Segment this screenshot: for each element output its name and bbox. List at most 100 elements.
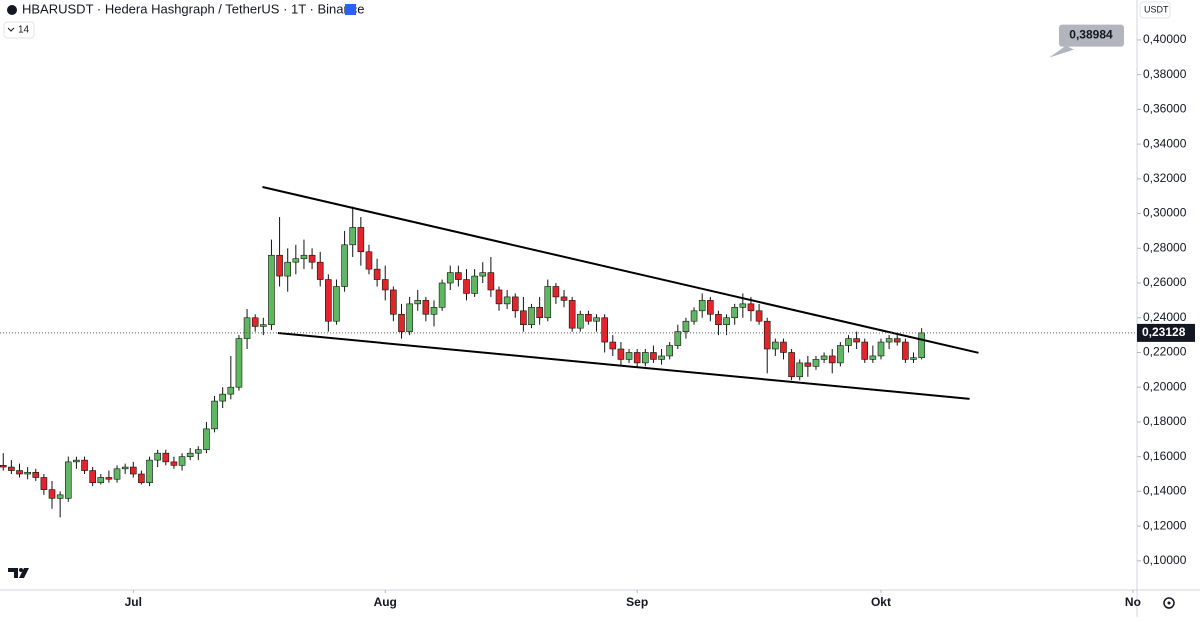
candle-body	[349, 227, 357, 246]
candle-body	[560, 296, 568, 301]
candle-body	[536, 307, 543, 319]
x-tick-label: Sep	[626, 595, 648, 609]
candle-body	[113, 468, 121, 480]
candle-body	[430, 307, 438, 315]
candle-body	[398, 313, 405, 332]
candle-body	[300, 254, 308, 260]
candle-body	[544, 286, 552, 319]
candle-body	[16, 470, 23, 475]
candle-body	[902, 341, 909, 360]
flag-icon	[345, 4, 356, 15]
candle-body	[56, 494, 64, 499]
candle-body	[796, 362, 804, 378]
candle-body	[203, 428, 210, 451]
candle-body	[170, 461, 178, 466]
candle-body	[32, 471, 40, 478]
candle-body	[520, 310, 527, 325]
candle-body	[325, 279, 332, 322]
candle-body	[755, 310, 763, 322]
y-tick-label: 0,10000	[1143, 553, 1187, 567]
candle-body	[747, 303, 755, 312]
candle-body	[666, 345, 673, 357]
candle-body	[585, 313, 592, 322]
candle-body	[438, 282, 446, 308]
candle-body	[390, 289, 397, 315]
candle-body	[804, 362, 812, 367]
candle-body	[731, 307, 739, 319]
candle-body	[235, 338, 243, 388]
candle-body	[81, 459, 88, 471]
candle-body	[698, 300, 706, 312]
candle-body	[869, 355, 877, 360]
candle-body	[885, 338, 893, 343]
candle-body	[642, 352, 649, 364]
candle-body	[365, 251, 373, 270]
candle-body	[763, 320, 771, 350]
chart-title: HBARUSDT · Hedera Hashgraph / TetherUS ·…	[22, 1, 364, 16]
callout-box	[1059, 24, 1124, 47]
candle-body	[739, 303, 747, 308]
currency-box[interactable]	[1139, 1, 1171, 19]
candle-body	[105, 477, 113, 480]
currency-label: USDT	[1144, 4, 1169, 14]
indicator-box[interactable]	[3, 21, 35, 39]
y-tick-label: 0,38000	[1143, 67, 1187, 81]
candle-body	[48, 489, 56, 499]
candle-body	[406, 303, 413, 332]
y-tick-label: 0,12000	[1143, 518, 1187, 532]
settings-icon[interactable]	[1163, 597, 1175, 609]
candle-body	[812, 359, 820, 367]
candle-body	[219, 393, 226, 402]
candle-body	[138, 473, 145, 483]
candle-body	[625, 352, 633, 360]
y-tick-label: 0,30000	[1143, 206, 1187, 220]
candle-body	[268, 254, 275, 325]
candle-body	[633, 352, 641, 364]
candle-body	[845, 338, 852, 346]
y-tick-label: 0,24000	[1143, 310, 1187, 324]
candle-body	[446, 272, 454, 284]
plot	[0, 186, 979, 518]
candle-body	[877, 341, 885, 357]
x-tick-label: No	[1125, 595, 1141, 609]
candle-body	[251, 317, 259, 327]
candle-body	[316, 261, 324, 280]
candle-body	[772, 341, 779, 350]
trendline	[262, 186, 979, 354]
candle-body	[186, 452, 194, 457]
candle-body	[292, 258, 300, 263]
candle-body	[154, 452, 161, 461]
candle-body	[910, 357, 917, 360]
candle-body	[357, 227, 365, 253]
candle-body	[828, 355, 836, 364]
candle-body	[97, 477, 105, 483]
y-tick-label: 0,36000	[1143, 102, 1187, 116]
candle-body	[552, 286, 560, 298]
candle-body	[178, 456, 186, 466]
symbol-icon	[7, 5, 17, 15]
y-tick-label: 0,28000	[1143, 240, 1187, 254]
candle-body	[40, 477, 48, 490]
callout-label: 0,38984	[1069, 28, 1113, 42]
candle-body	[129, 466, 137, 475]
candle-body	[853, 338, 860, 343]
candle-body	[121, 466, 129, 470]
trendline	[277, 332, 970, 400]
y-tick-label: 0,18000	[1143, 414, 1187, 428]
candle-body	[373, 268, 381, 280]
candle-body	[162, 452, 170, 463]
y-tick-label: 0,16000	[1143, 449, 1187, 463]
candle-body	[788, 352, 795, 378]
candle-body	[650, 352, 657, 360]
candle-body	[528, 307, 535, 325]
candle-body	[893, 338, 901, 343]
last-price-label: 0,23128	[1142, 325, 1186, 339]
candle-body	[260, 324, 267, 327]
candle-body	[308, 254, 316, 263]
candle-body	[780, 341, 787, 353]
candle-body	[609, 341, 617, 350]
candle-body	[682, 320, 690, 332]
candle-body	[715, 313, 722, 325]
candle-body	[276, 254, 283, 277]
